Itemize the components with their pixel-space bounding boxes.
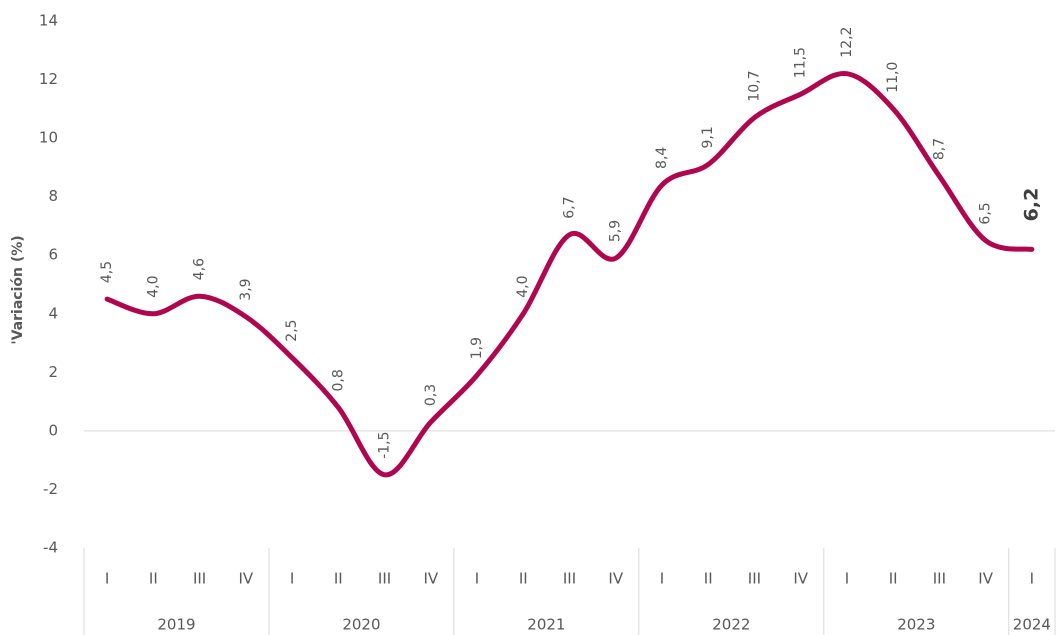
y-tick-label: 2: [48, 363, 58, 381]
line: [104, 71, 1035, 478]
year-label: 2019: [157, 616, 195, 634]
year-label: 2020: [342, 616, 380, 634]
y-axis-label: 'Variación (%): [10, 235, 26, 344]
value-label: 8,7: [931, 138, 947, 160]
y-tick-label: 12: [39, 70, 58, 88]
value-label: 11,0: [885, 62, 901, 93]
year-label: 2022: [712, 616, 750, 634]
year-label: 2024: [1013, 616, 1051, 634]
x-tick-label: II: [704, 570, 713, 588]
value-label: 2,5: [284, 319, 300, 341]
x-tick-label: IV: [793, 570, 808, 588]
x-tick-label: I: [475, 570, 479, 588]
y-tick-label: -2: [43, 480, 58, 498]
x-tick-label: IV: [423, 570, 438, 588]
value-label: 4,0: [145, 276, 161, 298]
y-tick-label: 14: [39, 12, 58, 30]
year-label: 2023: [897, 616, 935, 634]
x-tick-label: I: [105, 570, 109, 588]
value-label: -1,5: [377, 431, 393, 458]
value-label: 8,4: [654, 147, 670, 169]
y-tick-label: -4: [43, 539, 58, 557]
value-label: 1,9: [469, 337, 485, 359]
x-tick-label: II: [889, 570, 898, 588]
y-tick-label: 4: [48, 304, 58, 322]
x-tick-label: III: [933, 570, 946, 588]
x-tick-label: II: [519, 570, 528, 588]
x-tick-label: III: [748, 570, 761, 588]
x-tick-label: IV: [608, 570, 623, 588]
value-label: 6,7: [562, 196, 578, 218]
x-tick-label: I: [290, 570, 294, 588]
x-tick-label: II: [334, 570, 343, 588]
value-label: 9,1: [700, 126, 716, 148]
x-tick-label: II: [149, 570, 158, 588]
y-tick-label: 6: [48, 246, 58, 264]
value-label: 0,3: [423, 384, 439, 406]
value-label: 6,2: [1020, 188, 1042, 222]
value-label: 5,9: [608, 220, 624, 242]
x-tick-label: III: [193, 570, 206, 588]
x-tick-label: III: [563, 570, 576, 588]
x-tick-label: I: [660, 570, 664, 588]
value-label: 4,5: [99, 261, 115, 283]
year-label: 2021: [527, 616, 565, 634]
x-tick-label: I: [845, 570, 849, 588]
x-tick-label: IV: [238, 570, 253, 588]
value-label: 4,0: [515, 276, 531, 298]
value-label: 0,8: [330, 369, 346, 391]
value-label: 12,2: [839, 27, 855, 58]
y-tick-label: 10: [39, 129, 58, 147]
x-tick-label: III: [378, 570, 391, 588]
value-label: 10,7: [746, 70, 762, 101]
value-label: 6,5: [978, 202, 994, 224]
value-label: 4,6: [192, 258, 208, 280]
x-tick-label: I: [1030, 570, 1034, 588]
y-tick-label: 0: [48, 421, 58, 439]
y-tick-label: 8: [48, 187, 58, 205]
value-label: 11,5: [793, 47, 809, 78]
x-tick-label: IV: [978, 570, 993, 588]
value-label: 3,9: [238, 278, 254, 300]
